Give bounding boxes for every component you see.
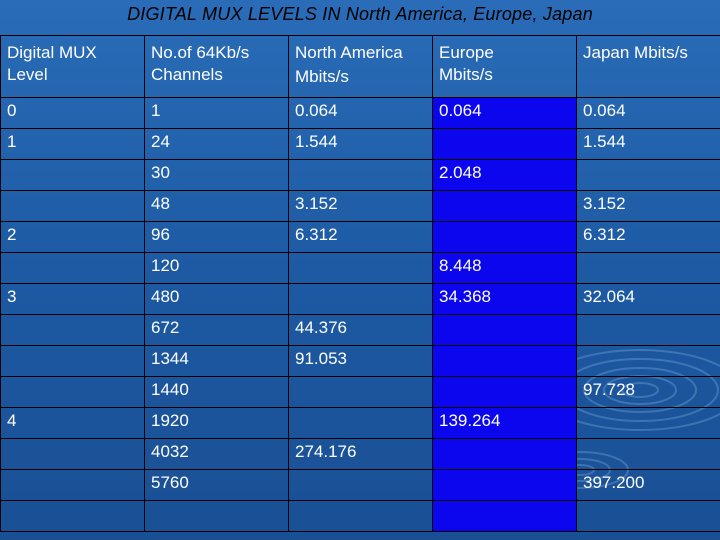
cell-europe: [432, 345, 577, 377]
cell-channels: 1440: [144, 376, 289, 408]
table-row: 3 480 34.368 32.064: [0, 283, 720, 315]
cell-channels: 480: [144, 283, 289, 315]
cell-channels: 672: [144, 314, 289, 346]
cell-europe: [432, 500, 577, 532]
table-row: 2 96 6.312 6.312: [0, 221, 720, 253]
cell-japan: 97.728: [576, 376, 720, 408]
cell-channels: 48: [144, 190, 289, 222]
cell-japan: 32.064: [576, 283, 720, 315]
cell-channels: [144, 500, 289, 532]
cell-mux-level: 0: [0, 97, 145, 129]
cell-mux-level: [0, 314, 145, 346]
cell-japan: [576, 407, 720, 439]
cell-north-america: 0.064: [288, 97, 433, 129]
cell-japan: [576, 345, 720, 377]
cell-channels: 24: [144, 128, 289, 160]
cell-north-america: 1.544: [288, 128, 433, 160]
cell-north-america: 274.176: [288, 438, 433, 470]
cell-mux-level: [0, 345, 145, 377]
cell-japan: 6.312: [576, 221, 720, 253]
cell-channels: 1344: [144, 345, 289, 377]
cell-europe: 34.368: [432, 283, 577, 315]
cell-north-america: 3.152: [288, 190, 433, 222]
cell-channels: 120: [144, 252, 289, 284]
table-row: 1440 97.728: [0, 376, 720, 408]
table-row: 1344 91.053: [0, 345, 720, 377]
cell-europe: [432, 221, 577, 253]
cell-japan: 3.152: [576, 190, 720, 222]
cell-europe: 139.264: [432, 407, 577, 439]
header-japan: Japan Mbits/s: [576, 35, 720, 98]
cell-europe: [432, 376, 577, 408]
cell-mux-level: [0, 159, 145, 191]
header-europe: Europe Mbits/s: [432, 35, 577, 98]
cell-japan: [576, 438, 720, 470]
cell-channels: 1: [144, 97, 289, 129]
cell-europe: 0.064: [432, 97, 577, 129]
cell-channels: 5760: [144, 469, 289, 501]
cell-mux-level: [0, 500, 145, 532]
cell-channels: 96: [144, 221, 289, 253]
cell-north-america: [288, 469, 433, 501]
cell-europe: [432, 438, 577, 470]
cell-north-america: [288, 407, 433, 439]
cell-europe: [432, 190, 577, 222]
slide-title: DIGITAL MUX LEVELS IN North America, Eur…: [127, 4, 593, 24]
table-row: 5760 397.200: [0, 469, 720, 501]
cell-north-america: [288, 283, 433, 315]
table-header-row: Digital MUX Level No.of 64Kb/s Channels …: [0, 35, 720, 98]
cell-mux-level: 2: [0, 221, 145, 253]
cell-mux-level: [0, 252, 145, 284]
cell-mux-level: [0, 376, 145, 408]
cell-europe: [432, 314, 577, 346]
cell-north-america: [288, 252, 433, 284]
table-row: 4 1920 139.264: [0, 407, 720, 439]
cell-europe: 8.448: [432, 252, 577, 284]
table-row: 120 8.448: [0, 252, 720, 284]
cell-europe: 2.048: [432, 159, 577, 191]
cell-japan: 397.200: [576, 469, 720, 501]
cell-channels: 1920: [144, 407, 289, 439]
cell-mux-level: [0, 190, 145, 222]
header-north-america-line1: North America: [295, 43, 403, 62]
cell-channels: 30: [144, 159, 289, 191]
header-north-america-line2: Mbits/s: [295, 67, 349, 86]
cell-mux-level: 4: [0, 407, 145, 439]
table-row: 0 1 0.064 0.064 0.064: [0, 97, 720, 129]
cell-channels: 4032: [144, 438, 289, 470]
cell-north-america: 91.053: [288, 345, 433, 377]
table-row: 30 2.048: [0, 159, 720, 191]
cell-mux-level: 1: [0, 128, 145, 160]
cell-north-america: 6.312: [288, 221, 433, 253]
cell-europe: [432, 128, 577, 160]
cell-japan: [576, 500, 720, 532]
cell-japan: [576, 314, 720, 346]
cell-north-america: [288, 376, 433, 408]
table-row: [0, 500, 720, 532]
cell-mux-level: [0, 469, 145, 501]
cell-north-america: [288, 159, 433, 191]
cell-europe: [432, 469, 577, 501]
table-row: 672 44.376: [0, 314, 720, 346]
cell-japan: 1.544: [576, 128, 720, 160]
table-row: 4032 274.176: [0, 438, 720, 470]
header-north-america: North America Mbits/s: [288, 35, 433, 98]
mux-levels-table: Digital MUX Level No.of 64Kb/s Channels …: [0, 35, 720, 532]
header-mux-level: Digital MUX Level: [0, 35, 145, 98]
cell-mux-level: 3: [0, 283, 145, 315]
header-channels: No.of 64Kb/s Channels: [144, 35, 289, 98]
table-row: 48 3.152 3.152: [0, 190, 720, 222]
cell-north-america: [288, 500, 433, 532]
cell-japan: 0.064: [576, 97, 720, 129]
cell-japan: [576, 159, 720, 191]
cell-mux-level: [0, 438, 145, 470]
cell-north-america: 44.376: [288, 314, 433, 346]
table-row: 1 24 1.544 1.544: [0, 128, 720, 160]
cell-japan: [576, 252, 720, 284]
